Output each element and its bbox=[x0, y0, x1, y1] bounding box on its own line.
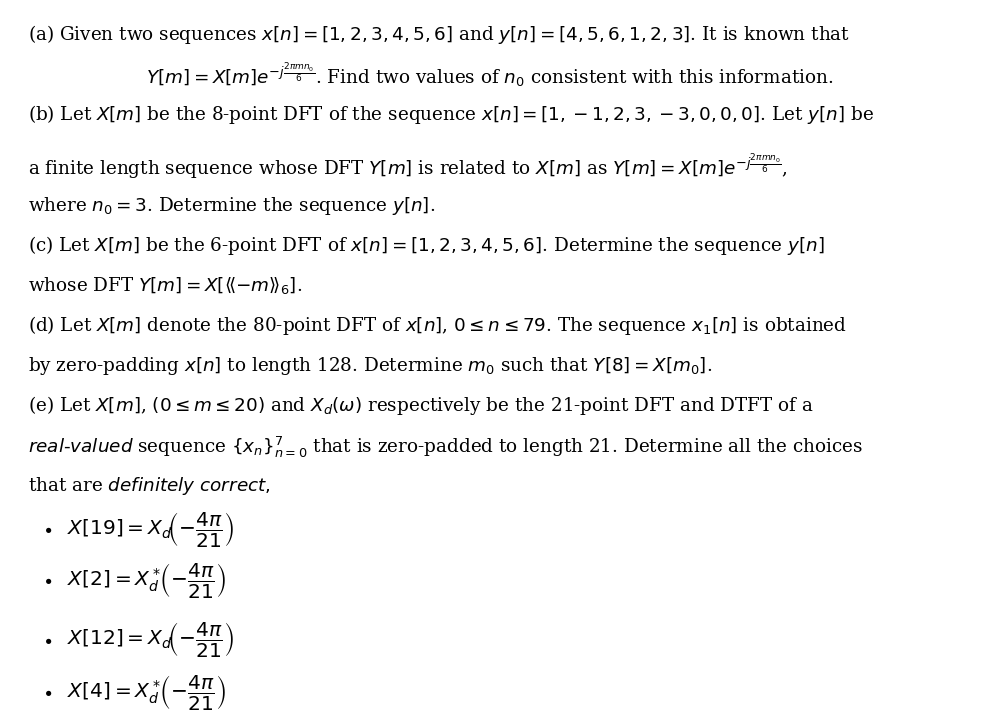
Text: (e) Let $X[m]$, $(0 \leq m \leq 20)$ and $X_d(\omega)$ respectively be the 21-po: (e) Let $X[m]$, $(0 \leq m \leq 20)$ and… bbox=[28, 394, 814, 417]
Text: (a) Given two sequences $x[n] = [1, 2, 3, 4, 5, 6]$ and $y[n] = [4, 5, 6, 1, 2, : (a) Given two sequences $x[n] = [1, 2, 3… bbox=[28, 23, 850, 47]
Text: by zero-padding $x[n]$ to length 128. Determine $m_0$ such that $Y[8] = X[m_0]$.: by zero-padding $x[n]$ to length 128. De… bbox=[28, 355, 712, 377]
Text: $\it{real\text{-}valued}$ sequence $\{x_n\}_{n=0}^7$ that is zero-padded to leng: $\it{real\text{-}valued}$ sequence $\{x_… bbox=[28, 435, 863, 460]
Text: $X[12] = X_d\!\left(-\dfrac{4\pi}{21}\right)$: $X[12] = X_d\!\left(-\dfrac{4\pi}{21}\ri… bbox=[67, 620, 234, 659]
Text: that are $\it{definitely\ correct,}$: that are $\it{definitely\ correct,}$ bbox=[28, 475, 270, 497]
Text: $\bullet$: $\bullet$ bbox=[42, 631, 52, 648]
Text: $\bullet$: $\bullet$ bbox=[42, 683, 52, 701]
Text: $X[4] = X_d^*\!\left(-\dfrac{4\pi}{21}\right)$: $X[4] = X_d^*\!\left(-\dfrac{4\pi}{21}\r… bbox=[67, 672, 227, 712]
Text: where $n_0 = 3$. Determine the sequence $y[n]$.: where $n_0 = 3$. Determine the sequence … bbox=[28, 195, 434, 217]
Text: $\bullet$: $\bullet$ bbox=[42, 521, 52, 538]
Text: (d) Let $X[m]$ denote the 80-point DFT of $x[n]$, $0 \leq n \leq 79$. The sequen: (d) Let $X[m]$ denote the 80-point DFT o… bbox=[28, 314, 847, 337]
Text: $X[19] = X_d\!\left(-\dfrac{4\pi}{21}\right)$: $X[19] = X_d\!\left(-\dfrac{4\pi}{21}\ri… bbox=[67, 510, 234, 549]
Text: $\bullet$: $\bullet$ bbox=[42, 571, 52, 589]
Text: $Y[m] = X[m]e^{-j\frac{2\pi m n_0}{6}}$. Find two values of $n_0$ consistent wit: $Y[m] = X[m]e^{-j\frac{2\pi m n_0}{6}}$.… bbox=[146, 61, 833, 89]
Text: (c) Let $X[m]$ be the 6-point DFT of $x[n] = [1, 2, 3, 4, 5, 6]$. Determine the : (c) Let $X[m]$ be the 6-point DFT of $x[… bbox=[28, 234, 824, 257]
Text: (b) Let $X[m]$ be the 8-point DFT of the sequence $x[n] = [1, -1, 2, 3, -3, 0, 0: (b) Let $X[m]$ be the 8-point DFT of the… bbox=[28, 103, 874, 126]
Text: whose DFT $Y[m] = X[\langle\!\langle {-m}\rangle\!\rangle_6]$.: whose DFT $Y[m] = X[\langle\!\langle {-m… bbox=[28, 275, 301, 296]
Text: a finite length sequence whose DFT $Y[m]$ is related to $X[m]$ as $Y[m] = X[m]e^: a finite length sequence whose DFT $Y[m]… bbox=[28, 153, 788, 182]
Text: $X[2] = X_d^*\!\left(-\dfrac{4\pi}{21}\right)$: $X[2] = X_d^*\!\left(-\dfrac{4\pi}{21}\r… bbox=[67, 561, 227, 600]
